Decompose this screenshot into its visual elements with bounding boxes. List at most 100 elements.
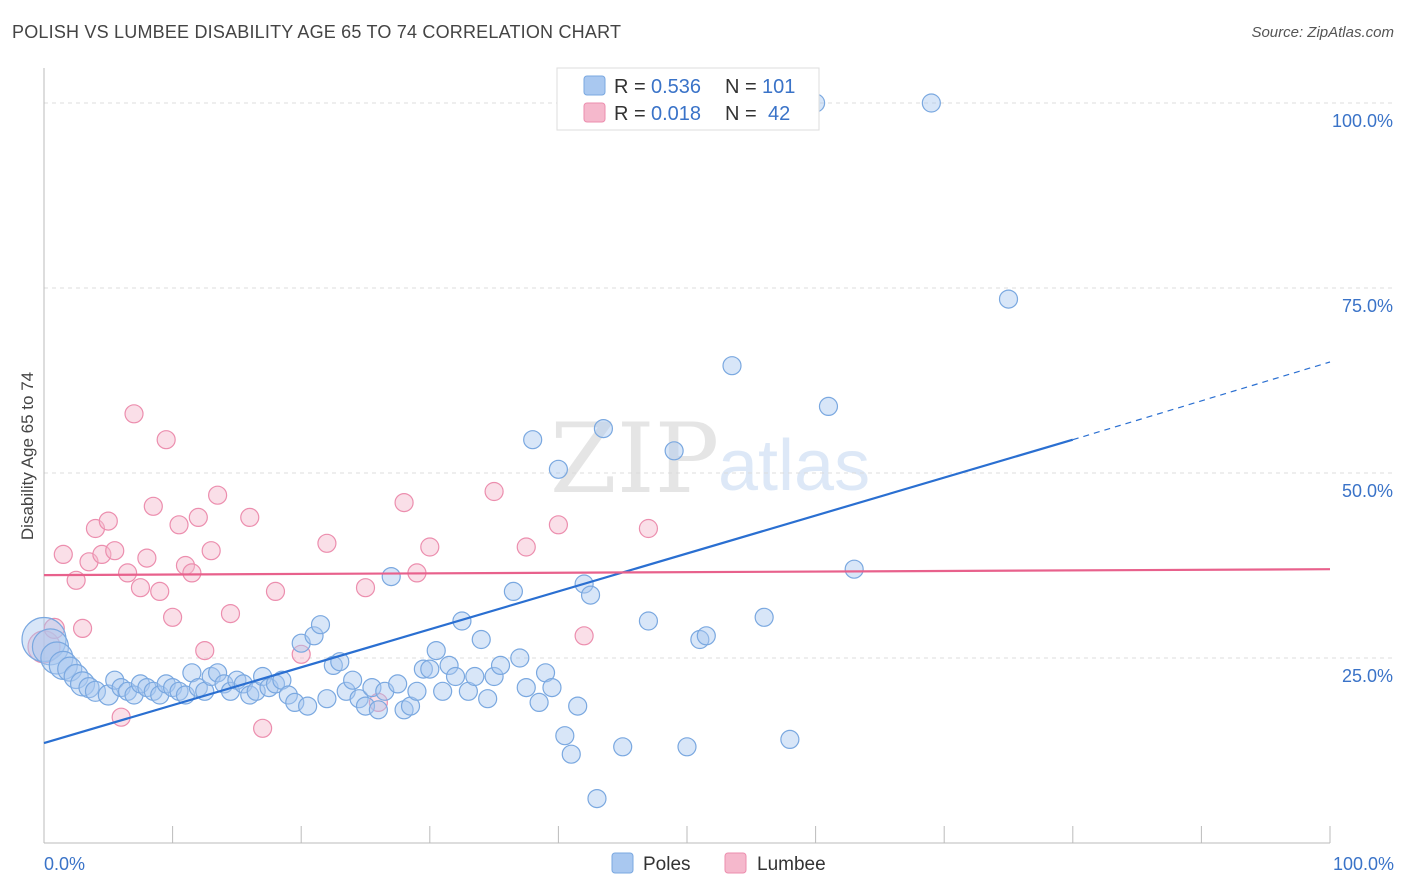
- chart-title: POLISH VS LUMBEE DISABILITY AGE 65 TO 74…: [12, 22, 622, 42]
- watermark-atlas: atlas: [718, 426, 870, 506]
- poles-point: [208, 663, 228, 683]
- poles-point: [818, 396, 839, 416]
- poles-point: [921, 93, 941, 113]
- poles-point: [529, 692, 549, 713]
- lumbee-point: [156, 430, 176, 450]
- x-ticks: [172, 826, 1331, 843]
- y-axis-label: Disability Age 65 to 74: [18, 372, 37, 540]
- bottom-legend-label-poles: Poles: [643, 854, 691, 875]
- lumbee-point: [208, 485, 228, 505]
- poles-trend-line-extension: [1072, 361, 1331, 441]
- poles-point: [510, 648, 530, 668]
- lumbee-point: [188, 507, 208, 528]
- poles-point: [516, 677, 536, 698]
- x-tick-label-max: 100.0%: [1333, 854, 1394, 874]
- lumbee-point: [163, 607, 183, 627]
- poles-point: [664, 441, 684, 461]
- legend-n-label-poles: N =: [725, 76, 757, 98]
- poles-point: [278, 685, 298, 705]
- watermark-zip: ZIP: [550, 403, 719, 515]
- legend-r-label-poles: R =: [614, 76, 646, 98]
- poles-point: [587, 788, 607, 809]
- lumbee-point: [240, 507, 260, 528]
- lumbee-point: [150, 581, 170, 602]
- poles-point: [580, 585, 601, 605]
- poles-point: [304, 626, 324, 646]
- legend-n-value-poles: 101: [762, 76, 795, 98]
- poles-point: [478, 689, 498, 709]
- bottom-legend-swatch-poles: [611, 852, 634, 874]
- poles-point: [420, 659, 440, 679]
- lumbee-point: [98, 511, 118, 531]
- poles-point: [433, 681, 453, 701]
- legend-swatch-lumbee: [583, 102, 606, 123]
- lumbee-point: [265, 581, 286, 602]
- y-tick-label: 100.0%: [1332, 111, 1393, 131]
- poles-point: [638, 611, 659, 631]
- lumbee-point: [291, 644, 311, 664]
- legend-r-value-lumbee: 0.018: [651, 103, 701, 125]
- poles-point: [452, 611, 472, 631]
- lumbee-point: [117, 563, 138, 583]
- poles-point: [568, 696, 588, 716]
- lumbee-point: [130, 578, 151, 598]
- poles-point: [285, 692, 305, 713]
- poles-point: [439, 655, 459, 676]
- lumbee-point: [92, 544, 112, 565]
- lumbee-point: [105, 541, 125, 561]
- bottom-legend-label-lumbee: Lumbee: [757, 854, 826, 875]
- bottom-legend-swatch-lumbee: [724, 852, 747, 874]
- poles-point: [407, 681, 427, 701]
- poles-trend-line: [43, 438, 1074, 745]
- poles-point: [471, 629, 491, 650]
- lumbee-point: [638, 518, 659, 539]
- lumbee-point: [111, 707, 131, 727]
- poles-point: [677, 737, 697, 757]
- poles-point: [105, 670, 125, 690]
- y-tick-labels: 25.0% 50.0% 75.0% 100.0%: [1332, 111, 1393, 686]
- lumbee-point: [137, 548, 157, 568]
- poles-point: [523, 430, 543, 450]
- poles-point: [555, 726, 575, 746]
- poles-point: [503, 581, 523, 602]
- watermark: ZIP atlas: [550, 403, 870, 515]
- poles-point: [368, 700, 388, 720]
- legend-n-value-lumbee: 42: [768, 103, 790, 125]
- poles-point: [593, 419, 614, 439]
- poles-point: [317, 689, 337, 709]
- poles-point: [465, 666, 485, 687]
- lumbee-point: [53, 544, 73, 565]
- poles-point: [780, 729, 800, 750]
- lumbee-point: [484, 481, 504, 502]
- lumbee-point: [355, 578, 376, 598]
- poles-point: [84, 680, 107, 702]
- lumbee-point: [253, 718, 273, 738]
- trend-lines: [43, 361, 1331, 745]
- legend-bottom: Poles Lumbee: [611, 852, 826, 875]
- lumbee-trend-line: [43, 568, 1331, 577]
- lumbee-point: [72, 618, 93, 639]
- legend-r-label-lumbee: R =: [614, 103, 646, 125]
- poles-point: [484, 666, 504, 687]
- lumbee-point: [182, 563, 202, 583]
- poles-point: [613, 737, 633, 757]
- lumbee-point: [220, 603, 241, 624]
- poles-point: [490, 655, 511, 676]
- poles-point: [343, 670, 363, 690]
- poles-point: [298, 696, 318, 716]
- lumbee-point: [169, 515, 189, 535]
- y-tick-label: 25.0%: [1342, 666, 1393, 686]
- poles-point: [445, 666, 466, 687]
- lumbee-point: [143, 496, 163, 516]
- poles-point: [548, 459, 569, 479]
- legend-swatch-poles: [583, 75, 606, 96]
- poles-point: [722, 356, 742, 376]
- poles-point: [97, 684, 119, 706]
- poles-point: [561, 744, 581, 764]
- poles-point: [78, 676, 100, 699]
- lumbee-point: [201, 541, 221, 561]
- poles-point: [413, 659, 433, 679]
- poles-point: [696, 626, 716, 646]
- poles-point: [381, 566, 401, 587]
